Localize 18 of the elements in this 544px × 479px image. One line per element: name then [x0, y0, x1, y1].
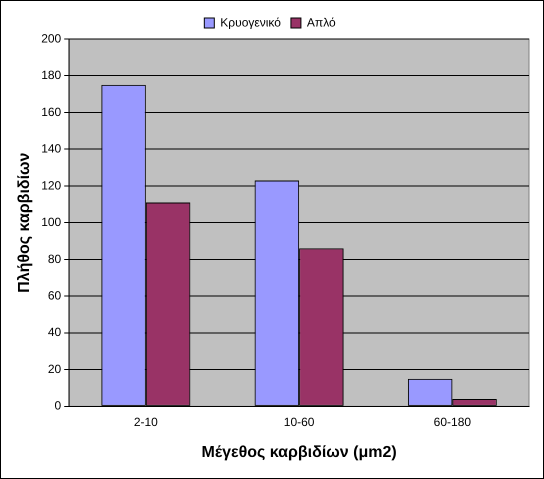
y-tick-label: 120 — [41, 178, 62, 192]
x-tick-label: 60-180 — [434, 414, 472, 429]
y-tick-label: 100 — [41, 215, 62, 230]
y-tick-label: 0 — [54, 398, 62, 413]
y-axis-title: Πλήθος καρβιδίων — [16, 152, 34, 293]
y-tick-label: 160 — [41, 104, 62, 119]
y-tick-label: 20 — [48, 362, 62, 376]
legend-label: Απλό — [306, 15, 336, 30]
y-tick-label: 60 — [48, 288, 62, 302]
x-tick-label: 10-60 — [284, 414, 315, 429]
y-tick-label: 80 — [48, 252, 62, 266]
x-tick-label: 2-10 — [134, 414, 158, 429]
y-tick-label: 180 — [41, 68, 62, 82]
y-tick-label: 200 — [41, 31, 62, 46]
y-tick-label: 140 — [41, 142, 62, 156]
y-tick-label: 40 — [48, 325, 62, 340]
x-axis-title: Μέγεθος καρβιδίων (μm2) — [202, 444, 397, 461]
legend-label: Κρυογενικό — [220, 15, 282, 30]
